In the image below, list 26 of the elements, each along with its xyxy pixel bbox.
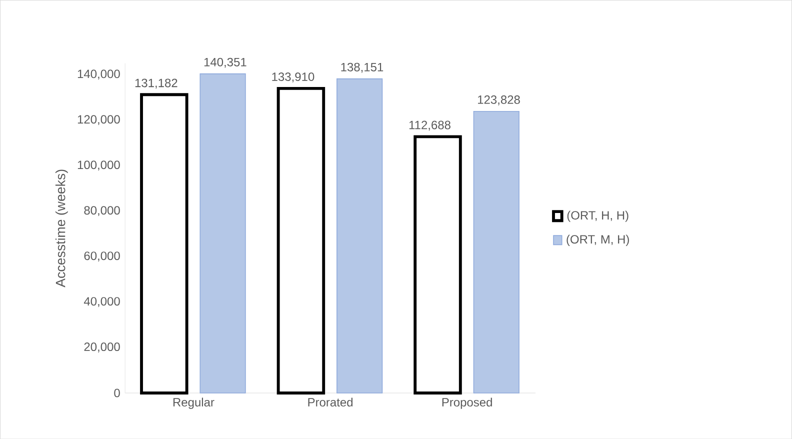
data-label: 138,151 <box>341 62 384 73</box>
bar <box>336 78 383 394</box>
y-tick-label: 0 <box>114 388 120 398</box>
y-tick-label: 100,000 <box>78 160 120 170</box>
y-tick-label: 40,000 <box>84 296 120 307</box>
y-tick-label: 20,000 <box>84 342 120 352</box>
legend-label: (ORT, H, H) <box>567 210 628 222</box>
x-tick-label: Prorated <box>308 398 352 406</box>
x-tick-label: Proposed <box>442 398 492 409</box>
y-tick-label: 140,000 <box>78 70 120 80</box>
legend-label: (ORT, M, H) <box>566 234 629 246</box>
y-tick-label: 60,000 <box>84 251 120 262</box>
bar <box>276 86 326 394</box>
data-label: 140,351 <box>204 58 246 68</box>
bar <box>200 73 246 394</box>
data-label: 112,688 <box>409 120 450 131</box>
bar <box>414 135 462 394</box>
y-axis-title: Accesstime (weeks) <box>55 170 68 288</box>
bar <box>140 93 188 394</box>
y-tick-label: 80,000 <box>84 206 120 216</box>
y-tick-label: 120,000 <box>78 115 120 125</box>
data-label: 123,828 <box>478 95 520 106</box>
data-label: 131,182 <box>135 78 178 88</box>
data-label: 133,910 <box>272 72 314 82</box>
x-tick-label: Regular <box>173 398 214 409</box>
bar <box>473 110 520 394</box>
